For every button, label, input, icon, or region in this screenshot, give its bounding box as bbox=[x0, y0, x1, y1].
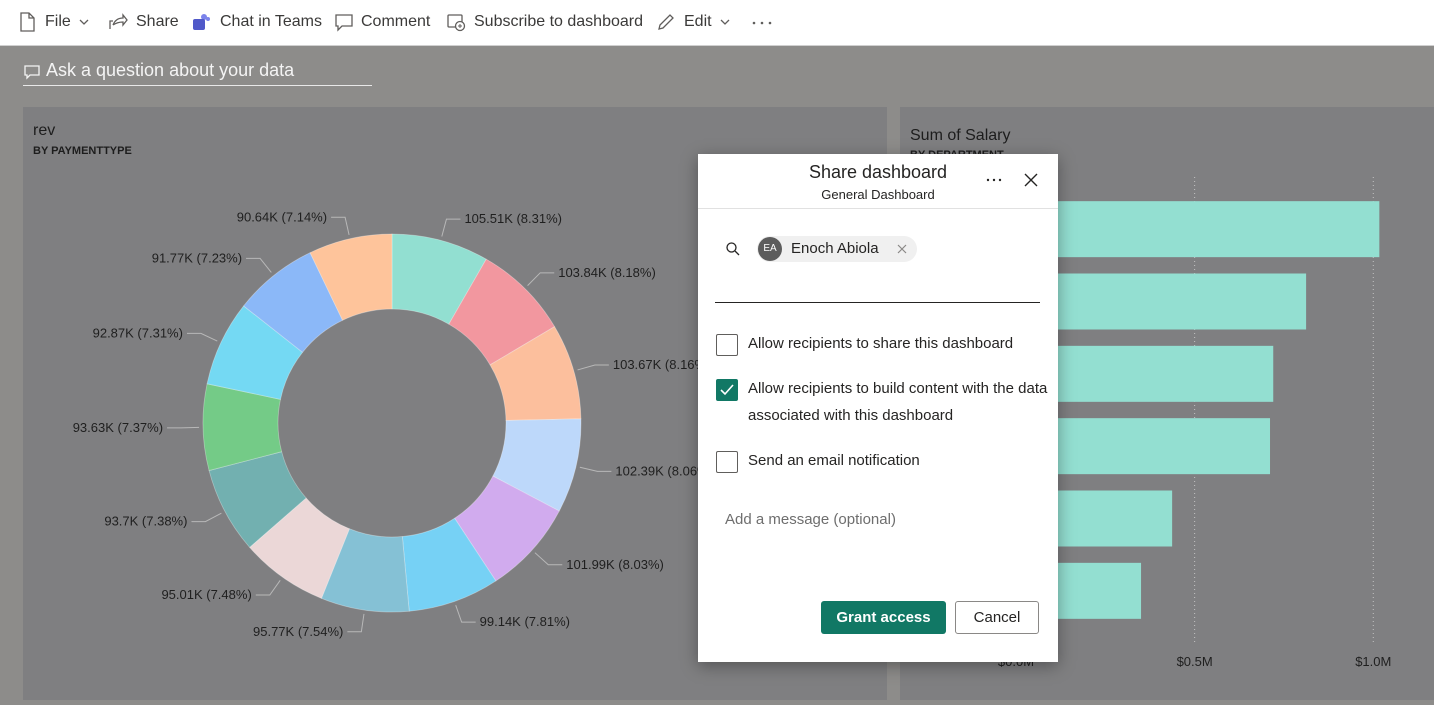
grant-button[interactable]: Grant access bbox=[821, 601, 946, 634]
teams-icon bbox=[191, 12, 211, 32]
close-icon[interactable] bbox=[1024, 173, 1038, 187]
data-label: 99.14K (7.81%) bbox=[480, 614, 570, 629]
chevron bbox=[719, 16, 731, 28]
leader-line bbox=[580, 467, 612, 471]
leader-line bbox=[442, 219, 461, 236]
chart-title: rev bbox=[33, 122, 55, 139]
leader-line bbox=[331, 217, 349, 235]
data-label: 103.67K (8.16%) bbox=[613, 357, 711, 372]
bar bbox=[1016, 274, 1306, 330]
qna-placeholder: Ask a question about your data bbox=[46, 60, 294, 81]
dialog-subtitle: General Dashboard bbox=[698, 187, 1058, 202]
subscribe-icon bbox=[446, 12, 466, 32]
share-icon bbox=[108, 12, 128, 32]
leader-line bbox=[535, 553, 562, 565]
more-icon[interactable] bbox=[752, 20, 772, 26]
checkbox[interactable] bbox=[716, 334, 738, 356]
leader-line bbox=[256, 580, 280, 595]
recipient-chip: EA Enoch Abiola bbox=[757, 236, 917, 262]
data-label: 95.01K (7.48%) bbox=[161, 587, 251, 602]
comment-icon bbox=[334, 12, 354, 32]
checkbox[interactable] bbox=[716, 379, 738, 401]
qna-box[interactable]: Ask a question about your data bbox=[23, 56, 372, 86]
leader-line bbox=[191, 513, 221, 521]
remove-icon[interactable] bbox=[897, 244, 907, 254]
file-icon bbox=[18, 12, 36, 32]
data-label: 103.84K (8.18%) bbox=[558, 265, 656, 280]
more-icon[interactable] bbox=[986, 178, 1002, 182]
checkbox-label: Allow recipients to build content with t… bbox=[748, 375, 1048, 429]
dialog-header: Share dashboard General Dashboard bbox=[698, 154, 1058, 209]
data-label: 93.63K (7.37%) bbox=[73, 420, 163, 435]
leader-line bbox=[528, 273, 555, 286]
data-label: 92.87K (7.31%) bbox=[93, 325, 183, 340]
checkbox[interactable] bbox=[716, 451, 738, 473]
chart-title: Sum of Salary bbox=[910, 127, 1010, 144]
data-label: 105.51K (8.31%) bbox=[464, 211, 562, 226]
data-label: 93.7K (7.38%) bbox=[104, 514, 187, 529]
edit-icon bbox=[656, 12, 676, 32]
menu-subscribe[interactable]: Subscribe to dashboard bbox=[474, 13, 643, 31]
qna-icon bbox=[23, 63, 41, 81]
avatar: EA bbox=[758, 237, 782, 261]
checkbox-label: Send an email notification bbox=[748, 447, 1048, 474]
input-underline bbox=[715, 302, 1040, 303]
chevron bbox=[78, 16, 90, 28]
message-input[interactable]: Add a message (optional) bbox=[725, 511, 896, 528]
leader-line bbox=[456, 605, 476, 622]
data-label: 95.77K (7.54%) bbox=[253, 624, 343, 639]
menu-edit[interactable]: Edit bbox=[684, 13, 712, 31]
leader-line bbox=[246, 258, 271, 272]
leader-line bbox=[187, 333, 217, 341]
dialog-title: Share dashboard bbox=[698, 162, 1058, 183]
menu-comment[interactable]: Comment bbox=[361, 13, 430, 31]
x-tick-label: $0.5M bbox=[1177, 654, 1213, 669]
data-label: 90.64K (7.14%) bbox=[237, 209, 327, 224]
x-tick-label: $1.0M bbox=[1355, 654, 1391, 669]
menu-chat-in-teams[interactable]: Chat in Teams bbox=[220, 13, 322, 31]
toolbar: File Share Chat in Teams Comment Subscri… bbox=[0, 0, 1434, 46]
search-icon bbox=[725, 241, 741, 257]
data-label: 101.99K (8.03%) bbox=[566, 557, 664, 572]
recipient-name: Enoch Abiola bbox=[791, 240, 879, 257]
share-dialog: Share dashboard General Dashboard EA Eno… bbox=[698, 154, 1058, 662]
cancel-button[interactable]: Cancel bbox=[955, 601, 1039, 634]
data-label: 91.77K (7.23%) bbox=[152, 250, 242, 265]
leader-line bbox=[347, 614, 364, 632]
bar bbox=[1016, 201, 1379, 257]
checkbox-label: Allow recipients to share this dashboard bbox=[748, 330, 1048, 357]
leader-line bbox=[578, 365, 609, 370]
menu-file[interactable]: File bbox=[45, 13, 71, 31]
menu-share[interactable]: Share bbox=[136, 13, 179, 31]
chart-subtitle: BY PAYMENTTYPE bbox=[33, 145, 132, 157]
check-mark bbox=[717, 380, 737, 400]
